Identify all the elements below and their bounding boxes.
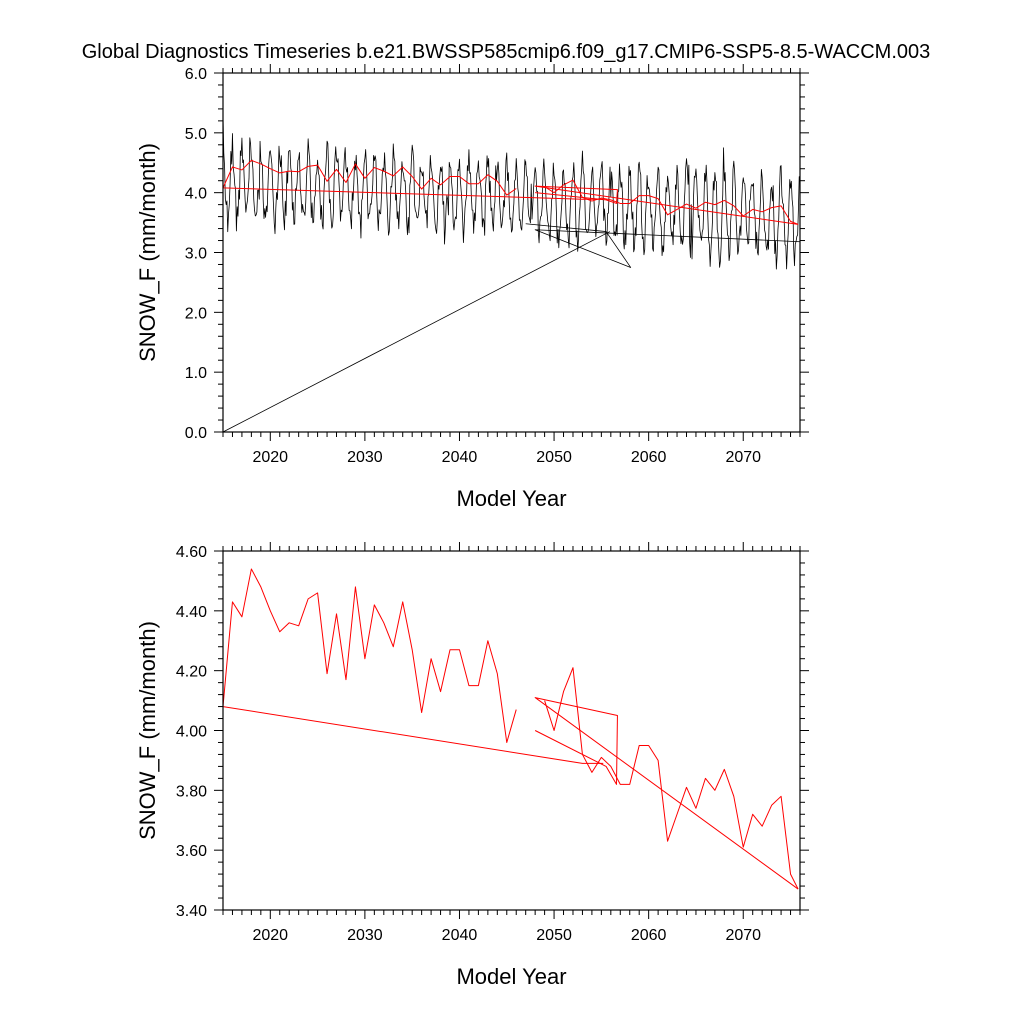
y-tick-label: 3.60: [176, 843, 207, 860]
x-tick-label: 2060: [631, 927, 667, 944]
monthly-series-line: [223, 231, 611, 432]
x-tick-label: 2040: [442, 449, 478, 466]
y-tick-label: 5.0: [185, 126, 207, 143]
y-tick-label: 0.0: [185, 425, 207, 442]
y-axis-ticks: [214, 550, 809, 911]
annual-series-line: [223, 706, 604, 764]
y-axis-label: SNOW_F (mm/month): [135, 621, 160, 840]
x-tick-label: 2050: [536, 927, 572, 944]
x-tick-label: 2030: [347, 449, 383, 466]
y-tick-label: 1.0: [185, 365, 207, 382]
bottom-panel: 2020 2030 2040 2050 2060 2070 3.40 3.60 3.80 4.00…: [135, 542, 809, 989]
x-axis-label: Model Year: [456, 964, 566, 989]
x-tick-label: 2070: [725, 927, 761, 944]
y-tick-label: 2.0: [185, 305, 207, 322]
y-axis-ticks: [214, 72, 809, 433]
annual-series-line: [223, 159, 517, 196]
y-tick-label: 4.20: [176, 664, 207, 681]
y-tick-label: 4.0: [185, 186, 207, 203]
x-axis-label: Model Year: [456, 486, 566, 511]
x-axis-ticks: [222, 64, 801, 441]
annual-series-line: [534, 697, 799, 890]
x-tick-label: 2060: [631, 449, 667, 466]
annual-series-line: [544, 667, 799, 890]
y-tick-label: 3.80: [176, 783, 207, 800]
plot-area: [223, 114, 800, 432]
y-tick-label: 3.40: [176, 903, 207, 920]
y-tick-label: 4.60: [176, 544, 207, 561]
figure-title: Global Diagnostics Timeseries b.e21.BWSS…: [82, 41, 931, 63]
y-tick-label: 3.0: [185, 246, 207, 263]
annual-series-line: [534, 185, 799, 225]
y-tick-label: 4.00: [176, 724, 207, 741]
annual-series-line: [544, 179, 799, 225]
plot-area: [223, 568, 799, 890]
y-tick-label: 6.0: [185, 66, 207, 83]
x-tick-label: 2050: [536, 449, 572, 466]
x-tick-label: 2020: [252, 449, 288, 466]
top-panel: 2020 2030 2040 2050 2060 2070 0.0 1.0 2.0 3.0 4.0 5…: [135, 64, 809, 511]
x-tick-label: 2020: [252, 927, 288, 944]
x-tick-label: 2030: [347, 927, 383, 944]
y-axis-label: SNOW_F (mm/month): [135, 143, 160, 362]
monthly-series-line: [525, 147, 800, 270]
y-tick-label: 4.40: [176, 604, 207, 621]
x-axis-ticks: [222, 542, 801, 919]
annual-series-line: [223, 568, 517, 743]
x-tick-label: 2070: [725, 449, 761, 466]
x-tick-label: 2040: [442, 927, 478, 944]
monthly-series-line: [223, 114, 527, 245]
